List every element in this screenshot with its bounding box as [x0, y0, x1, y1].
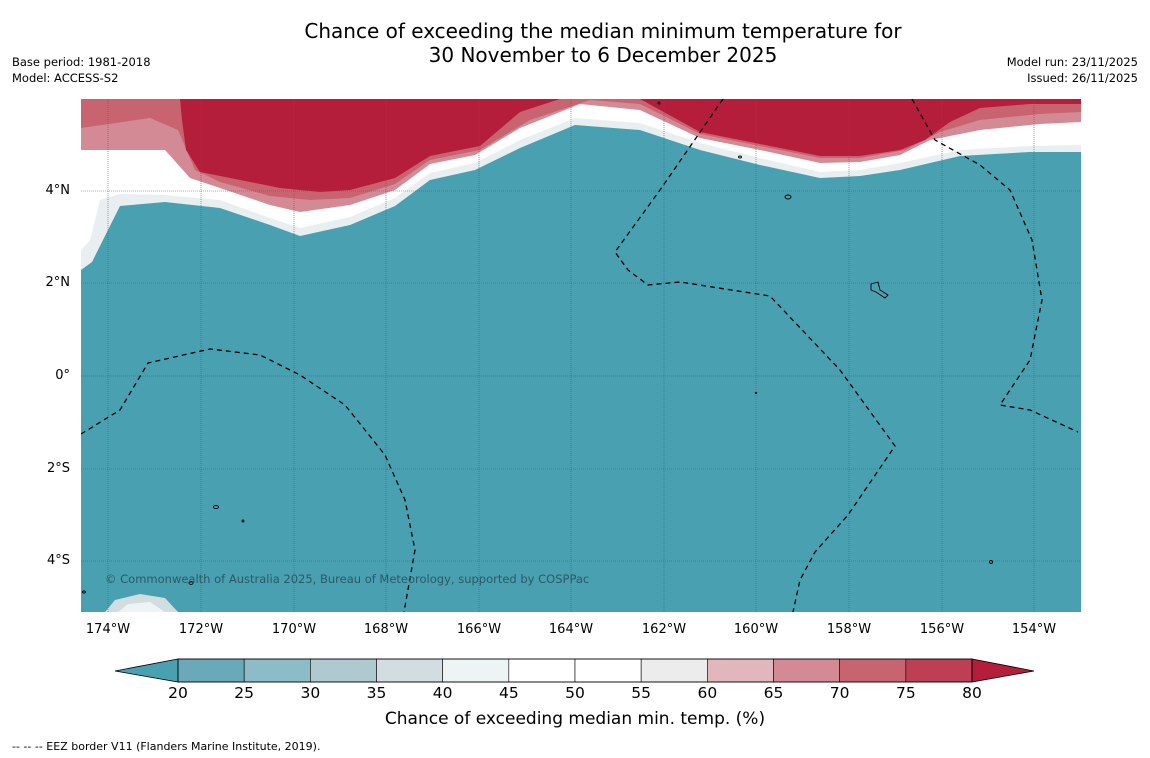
latitude-tick-label: 4°N	[45, 183, 71, 198]
colorbar-under-arrow	[114, 658, 179, 683]
colorbar-tick-label: 55	[631, 684, 652, 702]
colorbar-tick-label: 45	[498, 684, 519, 702]
colorbar-tick-label: 30	[300, 684, 321, 702]
island-8	[738, 155, 742, 159]
above-median-field	[180, 99, 1081, 192]
longitude-tick-label: 160°W	[733, 622, 779, 637]
island-3	[213, 505, 219, 509]
model-text: Model: ACCESS-S2	[12, 71, 119, 85]
colorbar-cell	[773, 658, 840, 683]
colorbar-cell	[640, 658, 708, 683]
longitude-tick-label: 172°W	[178, 622, 224, 637]
longitude-tick-label: 168°W	[363, 622, 409, 637]
eez-borders	[81, 99, 1079, 612]
colorbar-cell	[376, 658, 443, 683]
graticule	[81, 99, 1081, 612]
colorbar-tick-label: 80	[962, 684, 982, 702]
latitude-tick-label: 0°	[55, 368, 70, 383]
eez-legend-footnote: -- -- -- EEZ border V11 (Flanders Marine…	[12, 740, 321, 753]
latitude-tick-label: 4°S	[46, 553, 70, 568]
colorbar-cell	[310, 658, 377, 683]
island-10	[82, 590, 86, 594]
colorbar-tick-label: 20	[168, 684, 188, 702]
map-title: Chance of exceeding the median minimum t…	[0, 19, 1150, 67]
colorbar-cell	[177, 658, 245, 683]
latitude-tick-label: 2°S	[46, 461, 70, 476]
islands	[82, 101, 993, 594]
colorbar-cell	[442, 658, 510, 683]
base-period-text: Base period: 1981-2018	[12, 55, 151, 69]
colorbar-cell	[574, 658, 642, 683]
longitude-tick-label: 162°W	[641, 622, 687, 637]
colorbar-cell	[905, 658, 973, 683]
island-7	[754, 391, 758, 395]
colorbar-tick-label: 60	[697, 684, 718, 702]
copyright-notice: © Commonwealth of Australia 2025, Bureau…	[105, 572, 590, 586]
island-5	[188, 581, 194, 585]
colorbar-tick-label: 35	[366, 684, 387, 702]
longitude-tick-label: 166°W	[456, 622, 502, 637]
issued-text: Issued: 26/11/2025	[1027, 71, 1138, 85]
latitude-tick-label: 2°N	[45, 275, 71, 290]
colorbar-tick-label: 65	[763, 684, 784, 702]
colorbar	[114, 658, 1035, 683]
island-4	[241, 519, 245, 523]
island-2	[870, 281, 889, 299]
longitude-tick-label: 174°W	[85, 622, 131, 637]
colorbar-over-arrow	[971, 658, 1035, 683]
longitude-tick-label: 170°W	[271, 622, 317, 637]
model-run-text: Model run: 23/11/2025	[1006, 55, 1138, 69]
colorbar-cell	[508, 658, 576, 683]
colorbar-label: Chance of exceeding median min. temp. (%…	[384, 709, 766, 729]
colorbar-cell	[243, 658, 311, 683]
title-line-1: Chance of exceeding the median minimum t…	[304, 19, 902, 43]
island-6	[989, 560, 993, 564]
longitude-tick-label: 154°W	[1011, 622, 1057, 637]
colorbar-frame	[177, 658, 973, 683]
island-1	[784, 194, 792, 200]
colorbar-tick-label: 75	[895, 684, 916, 702]
lower-left-patch-white	[118, 602, 165, 612]
colorbar-cell	[707, 658, 774, 683]
island-9	[657, 101, 661, 105]
map-area	[81, 99, 1081, 612]
longitude-tick-label: 158°W	[826, 622, 872, 637]
meta-left: Base period: 1981-2018 Model: ACCESS-S2	[12, 54, 151, 86]
colorbar-cell	[839, 658, 907, 683]
title-line-2: 30 November to 6 December 2025	[428, 43, 778, 67]
meta-right: Model run: 23/11/2025 Issued: 26/11/2025	[1007, 54, 1138, 86]
colorbar-tick-label: 25	[234, 684, 255, 702]
colorbar-tick-label: 50	[565, 684, 585, 702]
longitude-tick-label: 156°W	[919, 622, 965, 637]
colorbar-tick-label: 70	[829, 684, 850, 702]
longitude-tick-label: 164°W	[548, 622, 594, 637]
colorbar-tick-label: 40	[432, 684, 453, 702]
